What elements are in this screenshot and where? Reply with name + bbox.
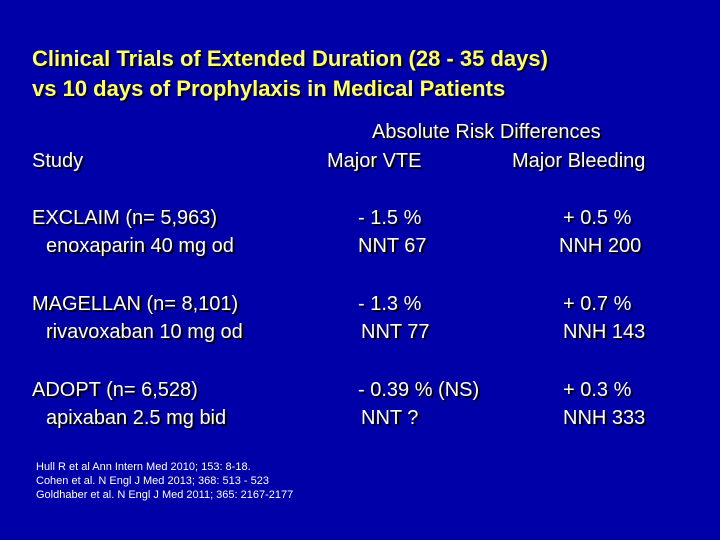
row-2-bleed-diff: + 0.7 % bbox=[563, 293, 632, 315]
row-1-vte-nnt: NNT 67 bbox=[358, 235, 427, 257]
header-risk-differences: Absolute Risk Differences bbox=[372, 121, 601, 143]
row-3-vte-nnt: NNT ? bbox=[361, 407, 419, 429]
row-3-bleed-diff: + 0.3 % bbox=[563, 379, 632, 401]
row-2-bleed-nnh: NNH 143 bbox=[563, 321, 646, 343]
references: Hull R et al Ann Intern Med 2010; 153: 8… bbox=[36, 460, 293, 502]
reference-2: Cohen et al. N Engl J Med 2013; 368: 513… bbox=[36, 475, 269, 487]
slide-title: Clinical Trials of Extended Duration (28… bbox=[32, 44, 548, 104]
row-3-drug: apixaban 2.5 mg bid bbox=[46, 407, 227, 429]
header-study: Study bbox=[32, 150, 84, 172]
header-major-vte: Major VTE bbox=[327, 150, 422, 172]
row-2-trial: MAGELLAN (n= 8,101) bbox=[32, 293, 239, 315]
title-line-2: vs 10 days of Prophylaxis in Medical Pat… bbox=[32, 76, 506, 101]
row-1-vte-diff: - 1.5 % bbox=[358, 207, 422, 229]
row-3-trial: ADOPT (n= 6,528) bbox=[32, 379, 198, 401]
reference-3: Goldhaber et al. N Engl J Med 2011; 365:… bbox=[36, 489, 294, 501]
row-2-vte-nnt: NNT 77 bbox=[361, 321, 430, 343]
row-1-bleed-nnh: NNH 200 bbox=[559, 235, 642, 257]
row-2-drug: rivavoxaban 10 mg od bbox=[46, 321, 243, 343]
row-1-trial: EXCLAIM (n= 5,963) bbox=[32, 207, 218, 229]
header-major-bleeding: Major Bleeding bbox=[512, 150, 646, 172]
row-3-bleed-nnh: NNH 333 bbox=[563, 407, 646, 429]
row-1-drug: enoxaparin 40 mg od bbox=[46, 235, 234, 257]
row-3-vte-diff: - 0.39 % (NS) bbox=[358, 379, 480, 401]
reference-1: Hull R et al Ann Intern Med 2010; 153: 8… bbox=[36, 461, 251, 473]
title-line-1: Clinical Trials of Extended Duration (28… bbox=[32, 46, 548, 71]
row-2-vte-diff: - 1.3 % bbox=[358, 293, 422, 315]
row-1-bleed-diff: + 0.5 % bbox=[563, 207, 632, 229]
